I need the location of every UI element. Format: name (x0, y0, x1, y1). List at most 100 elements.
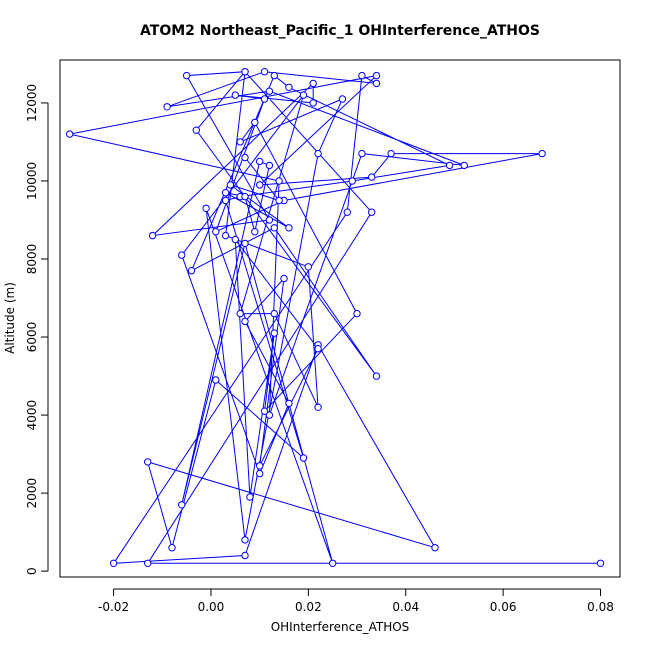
data-point (309, 79, 317, 88)
data-point (304, 263, 312, 271)
data-point (280, 274, 288, 283)
data-point (163, 103, 171, 111)
series-lines (69, 70, 601, 564)
data-point (187, 267, 196, 275)
data-point (265, 161, 274, 170)
data-point (66, 130, 74, 138)
data-point (148, 231, 157, 240)
y-tick-label: 2000 (25, 478, 39, 509)
data-point (285, 224, 293, 232)
data-point (236, 138, 244, 146)
data-point (309, 99, 317, 107)
data-point (314, 403, 322, 411)
x-axis: -0.02 0.00 0.02 0.04 0.06 0.08 (98, 588, 614, 614)
x-tick-label: 0.02 (295, 600, 322, 614)
data-point (265, 87, 274, 95)
plot-frame (59, 59, 621, 578)
series-points (66, 68, 605, 567)
data-point (221, 189, 230, 197)
data-point (353, 309, 361, 318)
y-tick-label: 12000 (25, 84, 39, 122)
data-point (299, 91, 308, 99)
data-point (348, 177, 356, 185)
data-point (202, 204, 210, 213)
data-point (251, 228, 259, 236)
data-point (368, 173, 376, 181)
data-point (221, 196, 230, 205)
data-point (246, 493, 254, 501)
data-point (372, 79, 381, 88)
data-point (338, 95, 347, 103)
data-point (275, 196, 283, 205)
data-point (109, 559, 118, 567)
data-point (251, 118, 259, 127)
data-point (265, 216, 274, 224)
data-point (241, 192, 249, 201)
data-point (265, 411, 274, 419)
data-point (182, 71, 191, 80)
data-point (368, 208, 376, 216)
y-tick-label: 0 (25, 567, 39, 575)
data-point (358, 149, 366, 158)
data-point (256, 181, 264, 189)
data-point (260, 407, 269, 415)
data-point (270, 309, 278, 318)
data-point (460, 161, 468, 170)
y-tick-label: 4000 (25, 400, 39, 431)
data-point (431, 544, 439, 552)
data-point (212, 376, 220, 384)
data-point (241, 239, 249, 248)
y-tick-label: 10000 (25, 162, 39, 200)
y-axis: 0 2000 4000 6000 8000 10000 12000 (25, 84, 49, 575)
data-point (226, 181, 235, 189)
data-point (343, 208, 351, 216)
data-point (314, 345, 322, 353)
data-point (358, 71, 366, 80)
data-point (212, 228, 220, 236)
y-axis-label: Altitude (m) (3, 282, 17, 354)
data-point (372, 71, 381, 80)
x-tick-label: 0.00 (198, 600, 225, 614)
data-point (178, 251, 186, 259)
data-point (275, 177, 283, 185)
data-point (299, 454, 308, 462)
data-point (241, 68, 249, 76)
data-point (256, 469, 264, 478)
data-point (236, 309, 244, 318)
data-point (314, 149, 322, 158)
data-point (241, 317, 249, 326)
data-point (241, 551, 249, 560)
data-point (260, 95, 269, 103)
data-point (270, 71, 278, 80)
data-point (445, 161, 454, 170)
chart-title: ATOM2 Northeast_Pacific_1 OHInterference… (140, 23, 540, 39)
data-point (538, 149, 546, 158)
data-point (387, 149, 395, 158)
x-tick-label: -0.02 (98, 600, 129, 614)
data-point (241, 153, 249, 162)
data-point (221, 231, 230, 240)
data-point (285, 83, 293, 92)
y-tick-label: 6000 (25, 322, 39, 353)
data-point (596, 559, 605, 567)
data-point (256, 157, 264, 166)
data-point (256, 462, 264, 470)
data-point (192, 126, 201, 134)
data-point (260, 68, 269, 76)
data-point (270, 329, 278, 337)
data-point (144, 458, 152, 466)
data-point (372, 372, 381, 380)
data-point (231, 91, 240, 99)
series-line (69, 70, 601, 564)
data-point (241, 536, 249, 544)
data-point (285, 399, 293, 408)
x-tick-label: 0.04 (392, 600, 419, 614)
data-point (329, 559, 337, 567)
data-point (178, 501, 186, 509)
data-point (231, 235, 240, 244)
x-tick-label: 0.06 (490, 600, 517, 614)
x-axis-label: OHInterference_ATHOS (271, 620, 410, 634)
y-tick-label: 8000 (25, 244, 39, 275)
